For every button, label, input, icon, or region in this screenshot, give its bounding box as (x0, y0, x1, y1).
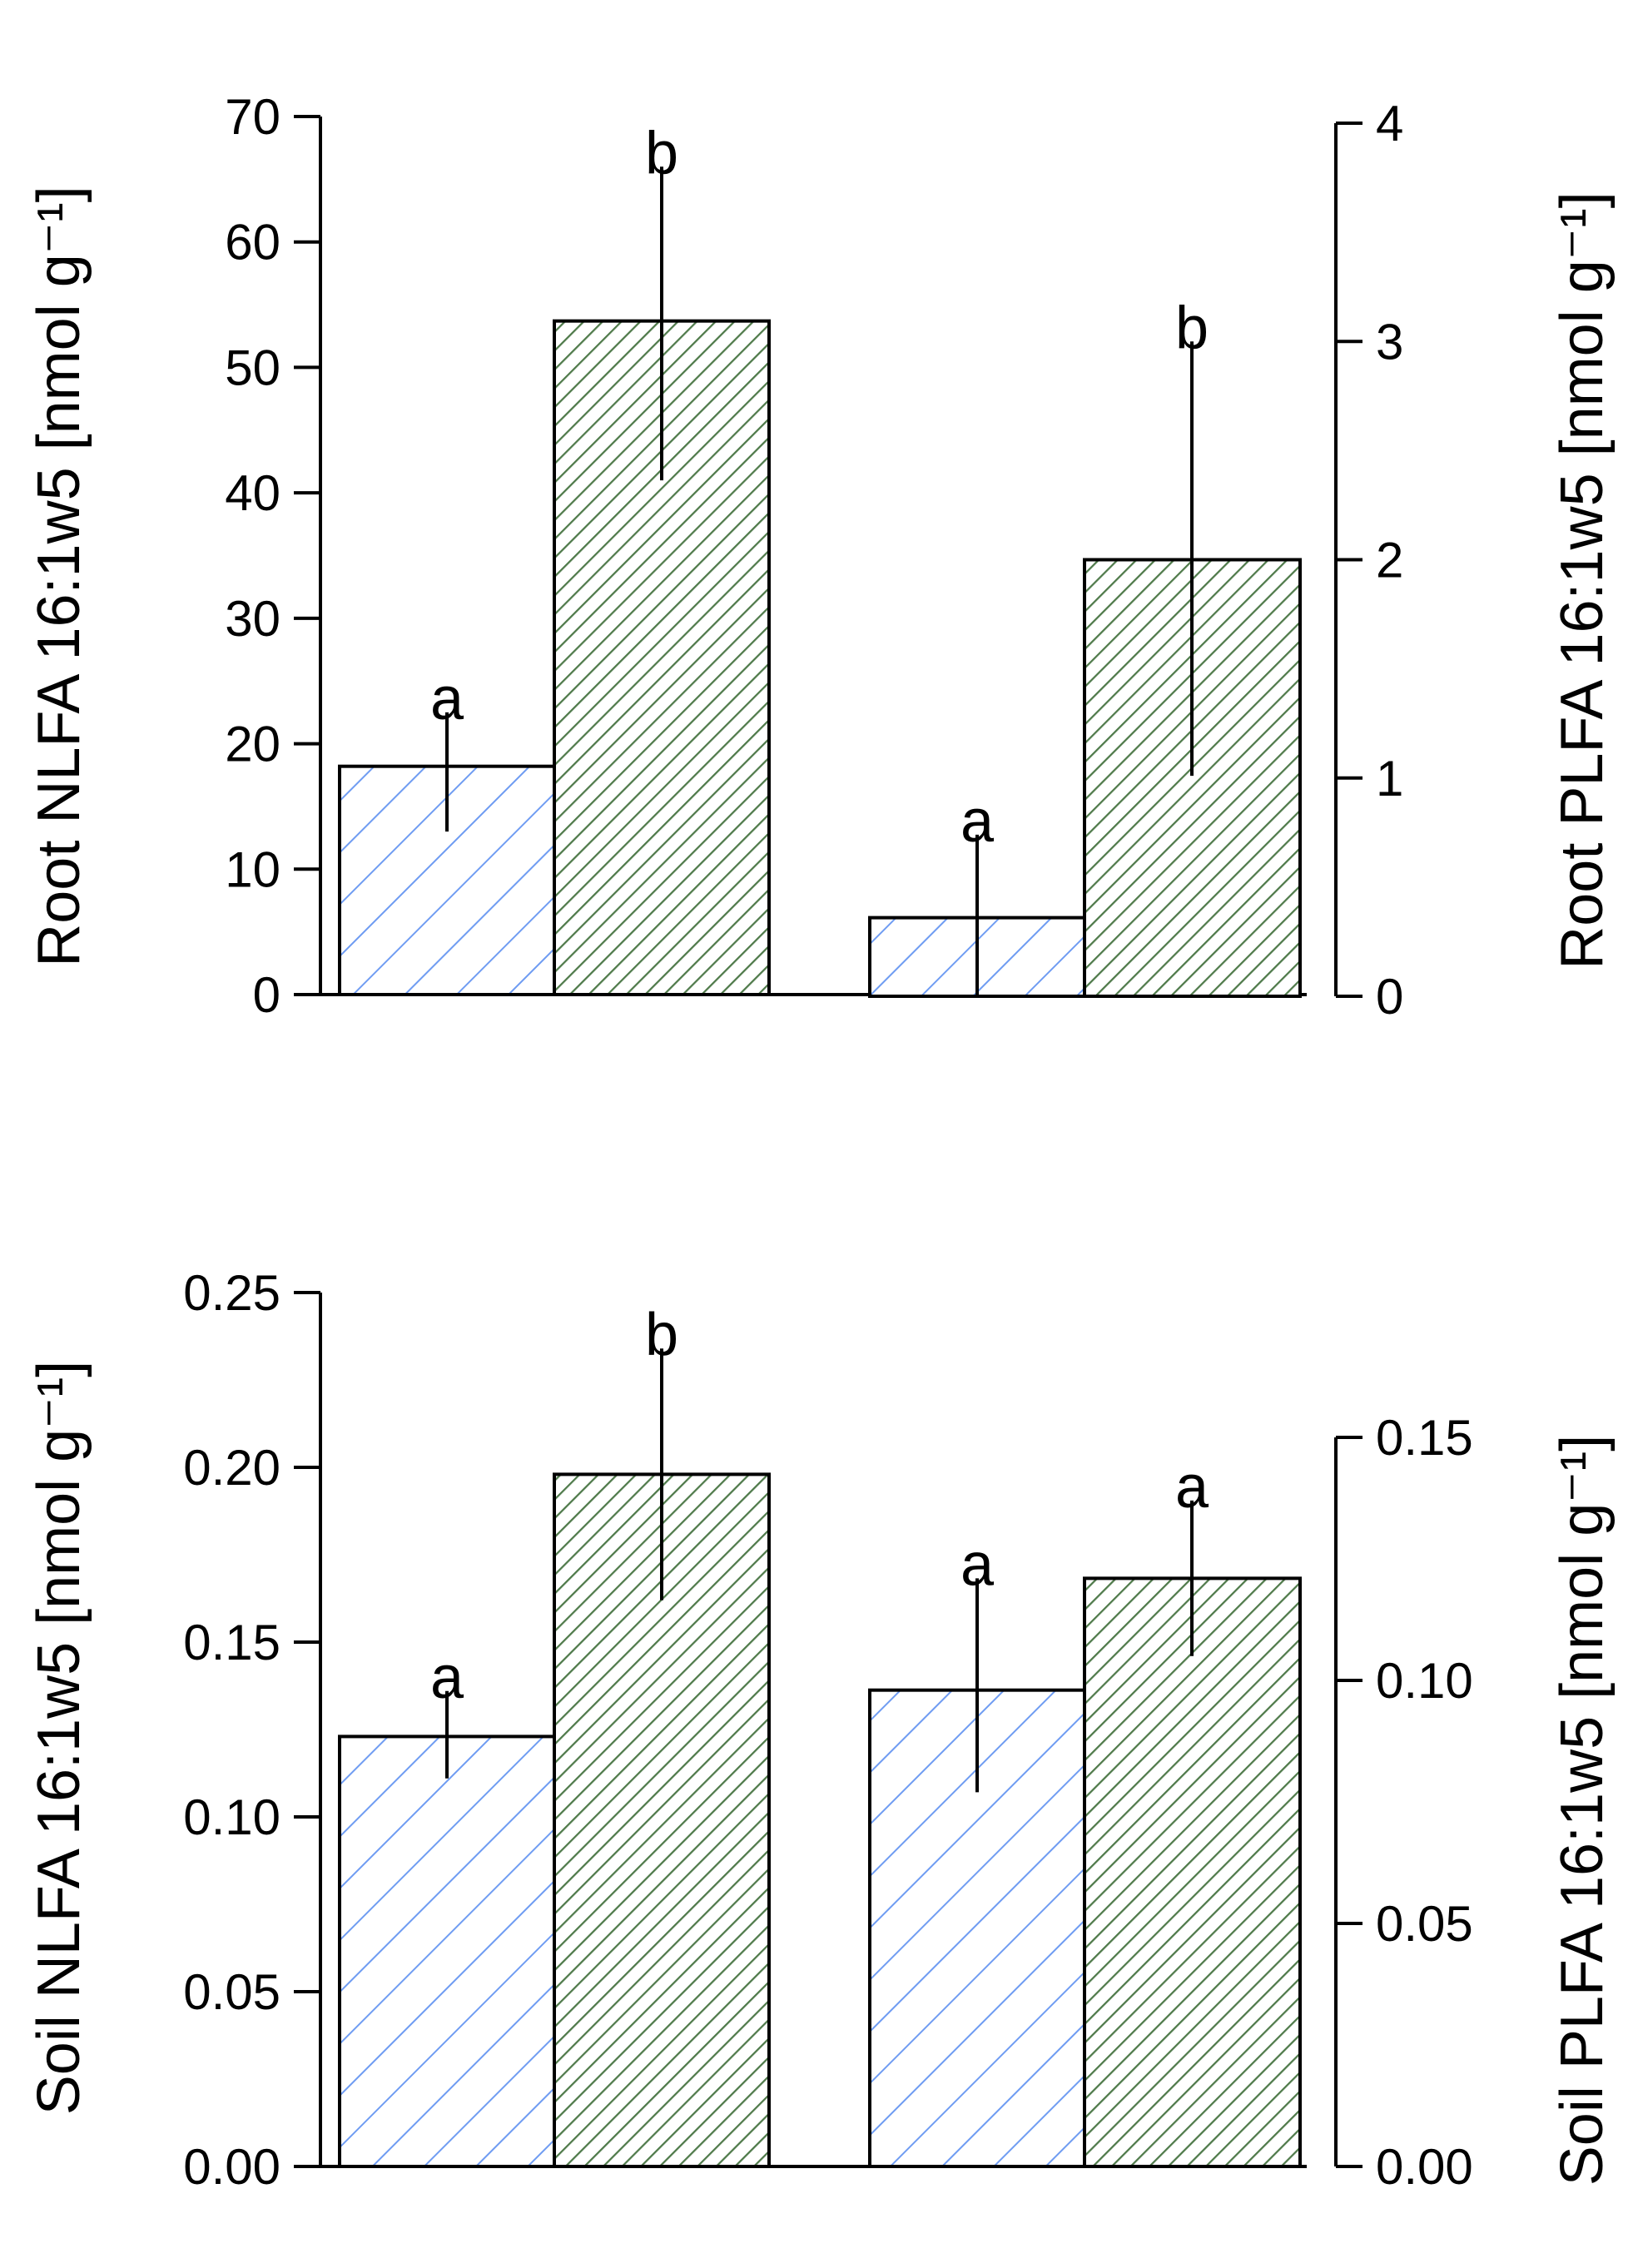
significance-letter: a (1175, 1454, 1209, 1521)
right-y-tick-label: 3 (1376, 314, 1403, 370)
left-y-tick-label: 50 (225, 340, 280, 395)
left-y-tick-label: 0.00 (183, 2139, 280, 2195)
bar-right-green-hatch (1083, 1576, 1302, 2168)
significance-letter: a (960, 788, 995, 855)
bar-left-blue-hatch (338, 1734, 556, 2168)
right-y-tick-label: 0.10 (1376, 1653, 1473, 1709)
chart-panel-bottom: 0.00 0.05 0.10 0.15 0.20 0.25 Soil NLFA 16:1w5… (26, 1265, 1616, 2195)
significance-letter: a (430, 666, 464, 732)
left-y-tick-label: 0.20 (183, 1440, 280, 1496)
left-y-axis-title: Soil NLFA 16:1w5 [nmol g⁻¹] (26, 1361, 92, 2115)
right-y-tick-label: 0.15 (1376, 1410, 1473, 1466)
right-y-tick-label: 4 (1376, 96, 1403, 151)
left-y-tick-label: 40 (225, 465, 280, 521)
significance-letter: b (645, 120, 678, 186)
left-y-tick-label: 30 (225, 591, 280, 647)
significance-letter: a (430, 1645, 464, 1711)
right-y-tick-label: 0.00 (1376, 2139, 1473, 2195)
right-y-tick-label: 1 (1376, 751, 1403, 806)
right-y-tick-label: 0.05 (1376, 1896, 1473, 1952)
left-y-tick-label: 10 (225, 841, 280, 897)
left-y-tick-label: 0.25 (183, 1265, 280, 1321)
significance-letter: b (645, 1302, 678, 1368)
right-y-axis-title: Root PLFA 16:1w5 [nmol g⁻¹] (1549, 191, 1616, 970)
left-y-tick-label: 0.05 (183, 1964, 280, 2020)
significance-letter: a (960, 1531, 995, 1598)
significance-letter: b (1175, 295, 1209, 361)
left-y-tick-label: 20 (225, 717, 280, 772)
left-y-tick-label: 60 (225, 215, 280, 270)
right-y-tick-label: 2 (1376, 533, 1403, 588)
right-y-tick-label: 0 (1376, 969, 1403, 1025)
right-y-axis-title: Soil PLFA 16:1w5 [nmol g⁻¹] (1549, 1435, 1616, 2186)
left-y-tick-label: 70 (225, 89, 280, 145)
left-y-tick-label: 0.15 (183, 1615, 280, 1670)
left-y-tick-label: 0 (253, 967, 280, 1023)
left-y-tick-label: 0.10 (183, 1789, 280, 1845)
left-y-axis-title: Root NLFA 16:1w5 [nmol g⁻¹] (26, 186, 92, 966)
